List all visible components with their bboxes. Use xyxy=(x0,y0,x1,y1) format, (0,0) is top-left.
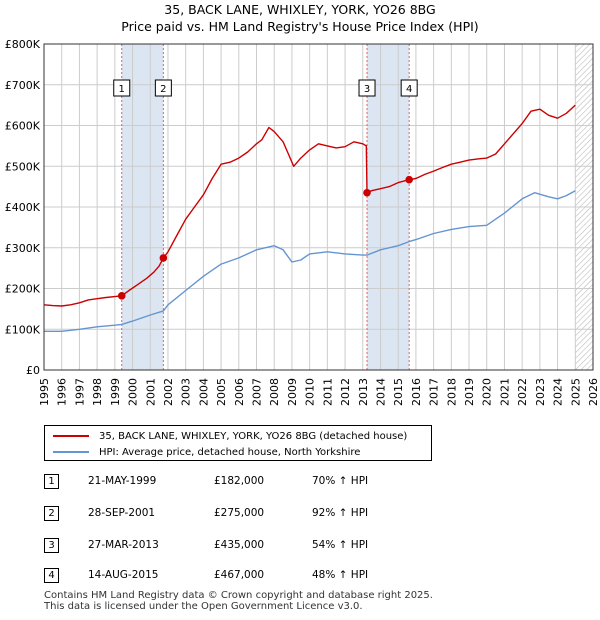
y-tick-label: £0 xyxy=(26,364,40,377)
x-tick-label: 2016 xyxy=(410,378,423,406)
hpi-series-line xyxy=(44,190,576,332)
legend-label-hpi: HPI: Average price, detached house, Nort… xyxy=(99,446,361,458)
x-tick-label: 1999 xyxy=(109,378,122,406)
table-row: 4 14-AUG-2015 £467,000 48% ↑ HPI xyxy=(44,568,404,584)
y-tick-label: £800K xyxy=(5,38,41,51)
x-tick-label: 2004 xyxy=(197,378,210,406)
sale-date: 27-MAR-2013 xyxy=(88,539,159,551)
sale-label-box xyxy=(358,79,376,97)
x-tick-label: 2022 xyxy=(516,378,529,406)
sale-label-text: 3 xyxy=(364,84,370,95)
property-series-line xyxy=(43,104,576,307)
footer-copyright: Contains HM Land Registry data © Crown c… xyxy=(44,590,433,601)
x-tick-label: 2008 xyxy=(268,378,281,406)
x-tick-label: 1998 xyxy=(91,378,104,406)
sale-number-badge: 3 xyxy=(44,538,59,553)
table-row: 1 21-MAY-1999 £182,000 70% ↑ HPI xyxy=(44,474,404,490)
footer-licence: This data is licensed under the Open Gov… xyxy=(44,601,363,612)
legend-item-property: 35, BACK LANE, WHIXLEY, YORK, YO26 8BG (… xyxy=(53,429,407,443)
sale-label-text: 4 xyxy=(406,84,412,95)
legend-swatch-property xyxy=(53,435,89,437)
sale-label-text: 2 xyxy=(160,84,166,95)
x-tick-label: 2009 xyxy=(286,378,299,406)
sale-date: 21-MAY-1999 xyxy=(88,475,157,487)
sale-number-badge: 4 xyxy=(44,568,59,583)
y-tick-label: £100K xyxy=(5,323,41,336)
x-tick-label: 2026 xyxy=(587,378,600,406)
x-tick-label: 2001 xyxy=(144,378,157,406)
y-tick-label: £300K xyxy=(5,242,41,255)
sale-price: £435,000 xyxy=(214,539,265,551)
sale-hpi-change: 54% ↑ HPI xyxy=(312,539,369,551)
sale-date: 28-SEP-2001 xyxy=(88,507,156,519)
sale-point xyxy=(405,175,413,184)
table-row: 2 28-SEP-2001 £275,000 92% ↑ HPI xyxy=(44,506,404,522)
x-tick-label: 2013 xyxy=(357,378,370,406)
legend-swatch-hpi xyxy=(53,451,89,453)
sale-label-box xyxy=(154,79,172,97)
sale-date: 14-AUG-2015 xyxy=(88,569,159,581)
y-tick-label: £200K xyxy=(5,283,41,296)
x-tick-label: 1995 xyxy=(38,378,51,406)
sale-hpi-change: 70% ↑ HPI xyxy=(312,475,369,487)
x-tick-label: 2015 xyxy=(392,378,405,406)
sale-price: £467,000 xyxy=(214,569,265,581)
x-tick-label: 2021 xyxy=(498,378,511,406)
x-tick-label: 2005 xyxy=(215,378,228,406)
x-tick-label: 1996 xyxy=(56,378,69,406)
sale-point xyxy=(363,188,371,197)
table-row: 3 27-MAR-2013 £435,000 54% ↑ HPI xyxy=(44,538,404,554)
legend-item-hpi: HPI: Average price, detached house, Nort… xyxy=(53,445,360,459)
x-tick-label: 2017 xyxy=(428,378,441,406)
x-tick-label: 2011 xyxy=(321,378,334,406)
y-tick-label: £700K xyxy=(5,79,41,92)
x-tick-label: 2020 xyxy=(481,378,494,406)
x-tick-label: 2002 xyxy=(162,378,175,406)
x-tick-label: 1997 xyxy=(73,378,86,406)
chart-subtitle: Price paid vs. HM Land Registry's House … xyxy=(121,19,479,34)
x-tick-label: 2003 xyxy=(180,378,193,406)
y-tick-label: £500K xyxy=(5,160,41,173)
sale-number-badge: 2 xyxy=(44,506,59,521)
sale-label-box xyxy=(113,79,131,97)
price-chart: 1 2 3 4 £0 £100K £200K £300K £400K £500K £600K £700… xyxy=(5,38,600,406)
y-tick-label: £400K xyxy=(5,201,41,214)
footer: Contains HM Land Registry data © Crown c… xyxy=(44,590,433,612)
x-tick-label: 2006 xyxy=(233,378,246,406)
chart-title: 35, BACK LANE, WHIXLEY, YORK, YO26 8BG xyxy=(164,2,436,17)
x-tick-label: 2000 xyxy=(127,378,140,406)
x-tick-label: 2024 xyxy=(552,378,565,406)
sale-number-badge: 1 xyxy=(44,474,59,489)
sale-hpi-change: 92% ↑ HPI xyxy=(312,507,369,519)
plot-border xyxy=(43,43,594,371)
sale-price: £275,000 xyxy=(214,507,265,519)
x-tick-label: 2012 xyxy=(339,378,352,406)
x-tick-label: 2014 xyxy=(374,378,387,406)
x-tick-label: 2010 xyxy=(304,378,317,406)
x-tick-label: 2019 xyxy=(463,378,476,406)
sale-hpi-change: 48% ↑ HPI xyxy=(312,569,369,581)
x-tick-label: 2025 xyxy=(569,378,582,406)
sale-label-box xyxy=(400,79,418,97)
y-tick-label: £600K xyxy=(5,120,41,133)
legend-label-property: 35, BACK LANE, WHIXLEY, YORK, YO26 8BG (… xyxy=(99,430,408,442)
chart-legend: 35, BACK LANE, WHIXLEY, YORK, YO26 8BG (… xyxy=(44,425,432,461)
sale-point xyxy=(117,292,126,300)
sale-point xyxy=(159,254,168,262)
x-tick-label: 2018 xyxy=(445,378,458,406)
sale-label-text: 1 xyxy=(119,84,125,95)
sale-price: £182,000 xyxy=(214,475,265,487)
x-tick-label: 2007 xyxy=(251,378,264,406)
x-tick-label: 2023 xyxy=(534,378,547,406)
